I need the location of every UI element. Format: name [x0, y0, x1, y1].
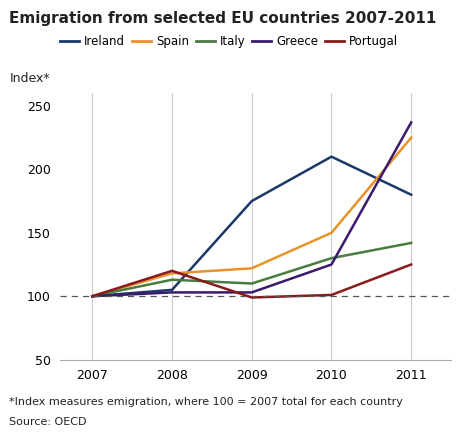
Text: *Index measures emigration, where 100 = 2007 total for each country: *Index measures emigration, where 100 = … [9, 397, 403, 408]
Legend: Ireland, Spain, Italy, Greece, Portugal: Ireland, Spain, Italy, Greece, Portugal [60, 35, 398, 48]
Text: Source: OECD: Source: OECD [9, 417, 87, 428]
Text: Index*: Index* [9, 72, 50, 85]
Text: Emigration from selected EU countries 2007-2011: Emigration from selected EU countries 20… [9, 11, 437, 26]
